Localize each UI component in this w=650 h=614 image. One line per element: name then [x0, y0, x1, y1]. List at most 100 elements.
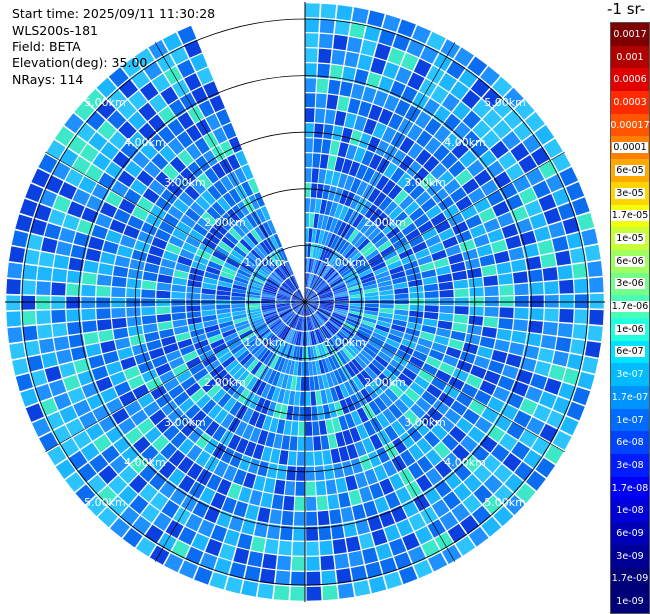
range-gate-cell	[369, 417, 383, 433]
range-gate-cell	[339, 189, 350, 205]
range-gate-cell	[333, 311, 347, 318]
range-gate-cell	[378, 28, 396, 47]
range-gate-cell	[188, 273, 204, 282]
range-gate-cell	[324, 269, 336, 281]
range-gate-cell	[231, 288, 247, 294]
range-gate-cell	[77, 463, 97, 483]
range-gate-cell	[137, 392, 155, 408]
range-gate-cell	[314, 313, 324, 325]
range-gate-cell	[319, 303, 334, 306]
range-gate-cell	[167, 205, 184, 220]
range-gate-cell	[190, 201, 206, 217]
range-gate-cell	[101, 445, 120, 464]
range-gate-cell	[348, 361, 360, 375]
range-gate-cell	[198, 415, 213, 432]
range-gate-cell	[208, 334, 223, 344]
range-gate-cell	[144, 262, 160, 274]
range-gate-cell	[401, 222, 417, 236]
range-gate-cell	[442, 236, 459, 249]
range-gate-cell	[229, 363, 243, 377]
range-gate-cell	[109, 219, 126, 234]
range-gate-cell	[173, 174, 190, 191]
range-gate-cell	[313, 259, 319, 274]
range-gate-cell	[518, 155, 537, 174]
range-gate-cell	[348, 489, 362, 506]
range-gate-cell	[415, 191, 431, 206]
range-gate-cell	[141, 222, 158, 236]
range-gate-cell	[408, 513, 426, 531]
range-gate-cell	[305, 228, 309, 243]
range-gate-cell	[470, 365, 487, 379]
range-gate-cell	[257, 264, 271, 276]
range-gate-cell	[314, 108, 326, 123]
range-gate-cell	[100, 387, 118, 404]
range-gate-cell	[176, 221, 192, 235]
range-gate-cell	[334, 307, 348, 313]
colorbar-tick-label: 1.7e-09	[611, 573, 649, 585]
range-gate-cell	[233, 501, 248, 518]
range-gate-cell	[305, 293, 317, 302]
range-gate-cell	[360, 241, 374, 254]
range-gate-cell	[59, 405, 78, 424]
range-gate-cell	[149, 545, 170, 565]
range-gate-cell	[334, 19, 351, 36]
range-gate-cell	[47, 445, 67, 466]
range-gate-cell	[144, 331, 160, 343]
range-gate-cell	[349, 252, 362, 264]
range-gate-cell	[97, 319, 112, 331]
range-gate-cell	[113, 327, 129, 340]
range-gate-cell	[514, 99, 535, 120]
range-gate-cell	[349, 340, 362, 352]
range-gate-cell	[309, 258, 315, 273]
range-gate-cell	[277, 292, 291, 298]
range-gate-cell	[391, 324, 406, 333]
range-gate-cell	[315, 312, 327, 323]
range-gate-cell	[481, 326, 497, 339]
range-gate-cell	[383, 162, 398, 179]
range-gate-cell	[26, 355, 44, 372]
range-gate-cell	[563, 368, 581, 386]
range-gate-cell	[70, 244, 87, 259]
range-gate-cell	[350, 394, 362, 410]
range-gate-cell	[281, 374, 289, 389]
range-gate-cell	[413, 167, 429, 184]
range-gate-cell	[581, 356, 599, 374]
range-gate-cell	[219, 140, 234, 157]
range-gate-cell	[277, 357, 286, 372]
colorbar-tick-label: 3e-06	[615, 278, 645, 290]
range-gate-cell	[278, 307, 292, 314]
range-gate-cell	[44, 223, 62, 240]
range-gate-cell	[529, 282, 544, 295]
range-gate-cell	[331, 280, 344, 289]
range-gate-cell	[339, 241, 350, 255]
range-gate-cell	[555, 337, 572, 353]
range-gate-cell	[70, 346, 87, 361]
range-ring-label: 4.00km	[444, 136, 486, 149]
range-gate-cell	[181, 494, 198, 512]
range-gate-cell	[150, 205, 167, 220]
range-gate-cell	[262, 291, 276, 297]
range-gate-cell	[241, 262, 255, 272]
range-gate-cell	[305, 451, 314, 466]
range-gate-cell	[274, 269, 286, 281]
range-gate-cell	[317, 309, 330, 318]
range-gate-cell	[187, 161, 203, 178]
range-ring-label: 1.00km	[324, 256, 366, 269]
range-gate-cell	[344, 226, 356, 241]
range-gate-cell	[284, 262, 292, 276]
range-gate-cell	[312, 277, 322, 290]
range-gate-cell	[110, 455, 129, 474]
range-gate-cell	[323, 124, 334, 140]
range-gate-cell	[134, 352, 151, 365]
azimuth-spoke	[304, 151, 565, 303]
range-gate-cell	[577, 212, 595, 231]
colorbar-cell: 1e-09	[610, 590, 650, 614]
range-gate-cell	[254, 270, 268, 280]
range-gate-cell	[459, 239, 476, 252]
range-gate-cell	[74, 100, 95, 121]
range-gate-cell	[217, 312, 232, 319]
range-gate-cell	[347, 36, 363, 53]
range-gate-cell	[493, 98, 513, 118]
range-gate-cell	[141, 369, 158, 383]
range-gate-cell	[452, 101, 471, 121]
